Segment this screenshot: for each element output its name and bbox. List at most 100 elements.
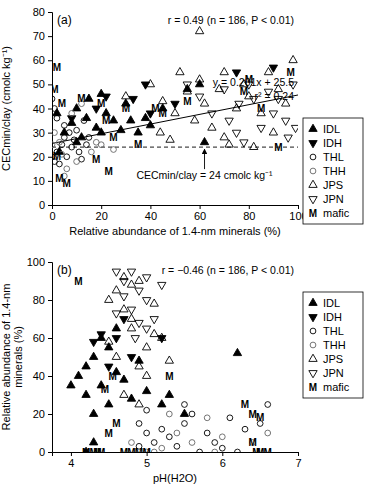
marker [112,286,120,293]
marker: M [108,371,116,382]
marker [150,299,158,306]
x-tick-label: 7 [295,457,301,469]
x-tick-mark [150,205,151,209]
marker [151,440,157,446]
marker [204,415,210,421]
y-tick: 20 [33,408,52,420]
marker [52,142,55,148]
marker [227,415,233,421]
x-tick-mark [298,205,299,209]
marker [150,329,158,336]
series [112,269,166,343]
marker [77,133,85,140]
marker [233,348,241,355]
marker [98,142,104,148]
annotation: y = 0.201x + 25.5 [213,76,294,88]
y-tick-label: 20 [33,151,45,163]
marker [97,332,105,339]
y-tick: 50 [33,78,52,90]
annotation: r = 0.49 (n = 186, P < 0.01) [168,14,294,26]
marker [200,99,208,106]
marker: M [52,84,59,95]
x-tick: 40 [145,205,157,222]
marker [64,166,70,172]
y-tick: 0 [39,199,52,211]
legend-marker: M [309,382,317,393]
y-tick-mark [48,60,52,61]
marker [204,430,210,436]
marker [81,118,87,124]
y-tick-mark [48,109,52,110]
y-tick-mark [48,12,52,13]
legend-marker: M [309,208,317,219]
legend: IDLIDHTHLTHHJPSJPNMmafic [303,118,363,224]
marker [142,371,150,378]
legend-marker [309,298,317,305]
x-axis: 4567 [53,452,302,469]
marker [182,421,188,427]
series [52,96,92,167]
marker: M [74,276,82,287]
legend-marker [310,328,316,334]
legend-box [303,292,363,398]
marker: M [53,151,61,162]
marker [82,390,90,397]
marker [183,82,191,89]
y-tick-label: 70 [33,30,45,42]
marker [219,434,225,440]
legend-marker [309,371,317,378]
y-tick-label: 50 [33,78,45,90]
marker [159,445,165,451]
marker [232,130,240,137]
marker [151,449,157,452]
marker [57,139,63,145]
marker [76,149,82,155]
marker [142,275,150,282]
x-tick-mark [298,452,299,456]
annotation-arrow [204,149,205,169]
legend-marker [309,354,317,361]
legend-label: IDL [323,297,340,309]
y-tick-mark [48,376,52,377]
marker [142,326,150,333]
marker [197,449,203,452]
marker [89,352,97,359]
marker [127,269,135,276]
y-tick-label: 0 [39,199,45,211]
marker [159,426,165,432]
marker [135,400,143,407]
marker [66,130,72,136]
marker [89,409,97,416]
marker [144,407,150,413]
annotation: CECmin/clay = 24 cmolc kg⁻¹ [136,169,273,181]
marker [120,390,128,397]
marker [225,140,233,147]
y-axis: 01020304050607080 [33,6,53,211]
marker [180,409,188,416]
x-tick-label: 5 [144,457,150,469]
y-tick-mark [48,300,52,301]
marker [240,140,248,147]
y-tick-mark [48,338,52,339]
marker [289,55,297,62]
marker [89,339,97,346]
marker [219,445,225,451]
marker [212,449,218,452]
marker [135,288,143,295]
legend-label: IDL [323,123,340,135]
series [136,402,270,452]
panel: 02040608010001020304050607080Relative ab… [0,6,363,237]
marker [250,142,258,149]
marker [112,352,120,359]
marker [242,426,248,432]
marker [171,109,179,116]
marker [86,135,92,141]
y-tick-mark [48,452,52,453]
marker [54,115,60,121]
series [89,317,165,372]
marker: M [122,103,130,114]
marker [112,336,120,343]
series [68,65,278,123]
marker [166,135,174,142]
trend-line [52,95,298,143]
